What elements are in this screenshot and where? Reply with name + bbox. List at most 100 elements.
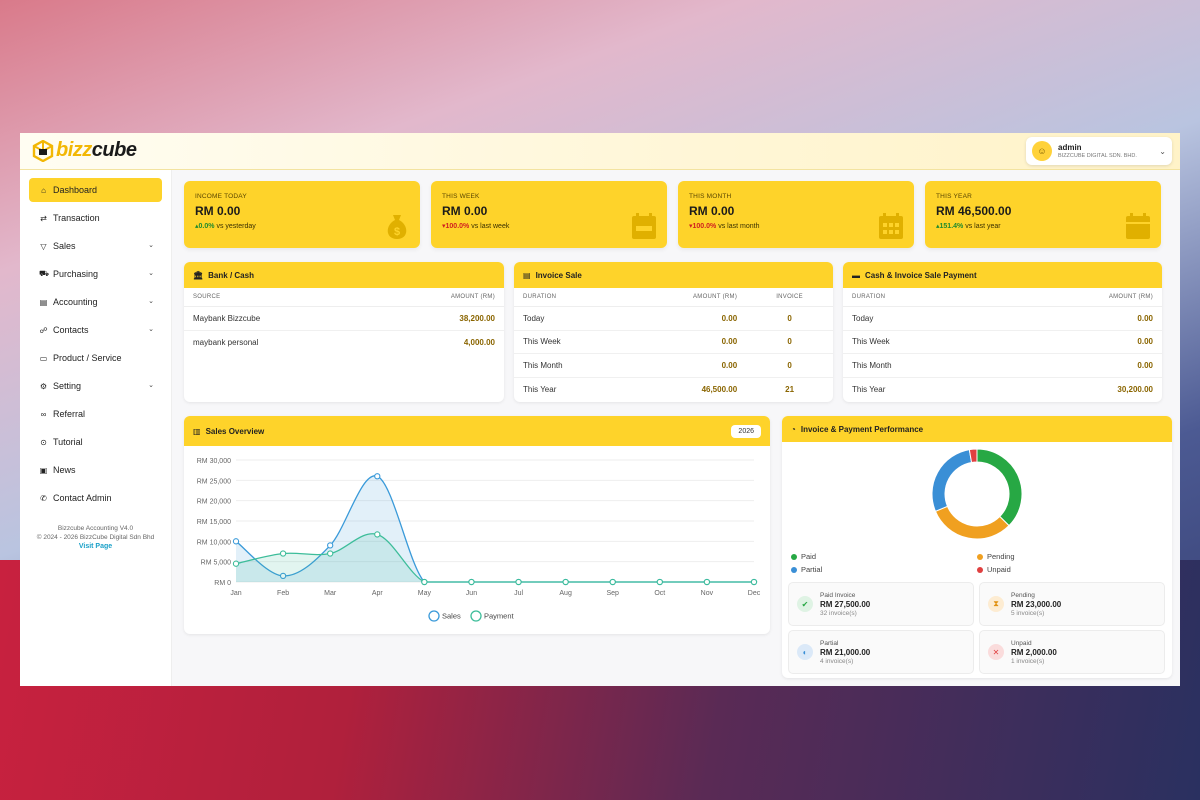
sidebar-item-referral[interactable]: ∞ Referral <box>29 402 162 426</box>
table-cell: Maybank Bizzcube <box>184 306 369 331</box>
users-icon: ☍ <box>39 325 48 335</box>
cart-icon: ⛟ <box>39 269 50 278</box>
legend-dot <box>977 566 983 573</box>
data-point <box>515 578 522 586</box>
stat-value: RM 46,500.00 <box>936 204 1012 218</box>
brand-text-part1: bizz <box>56 139 92 161</box>
legend-item-paid[interactable]: Paid <box>791 550 977 563</box>
x-tick-label: Jul <box>514 590 523 597</box>
gear-icon: ⚙ <box>39 381 48 391</box>
home-icon: ⌂ <box>41 185 46 195</box>
panel-header: ▤ Invoice Sale <box>514 262 833 288</box>
year-selector[interactable]: 2026 <box>731 424 761 438</box>
y-tick-label: RM 0 <box>214 580 231 587</box>
table-cell: 21 <box>785 384 795 394</box>
legend-label: Unpaid <box>987 565 1011 574</box>
brand-text-part2: cube <box>91 139 137 161</box>
stat-card-this-year: THIS YEAR RM 46,500.00 ▴151.4% vs last y… <box>925 181 1161 248</box>
table-cell: 30,200.00 <box>1117 384 1153 394</box>
donut-slice-paid <box>976 448 1023 527</box>
panel-title: Bank / Cash <box>208 270 254 280</box>
sidebar-item-sales[interactable]: ▽ Sales ⌄ <box>29 234 162 258</box>
column-header: AMOUNT (RM) <box>996 288 1162 307</box>
table-cell: 46,500.00 <box>701 384 738 394</box>
pending-invoice-card: ⧗ Pending RM 23,000.00 5 invoice(s) <box>979 582 1165 626</box>
svg-text:$: $ <box>394 226 400 238</box>
table-row: This Month 0.00 <box>843 353 1162 378</box>
legend-label: Pending <box>987 552 1015 561</box>
table-cell: This Week <box>843 330 997 354</box>
card-value: RM 21,000.00 <box>820 647 871 657</box>
legend-label: Sales <box>442 612 461 621</box>
x-tick-label: May <box>418 590 432 597</box>
table-cell: 0.00 <box>625 330 747 354</box>
arrow-up-icon: ▴ <box>195 223 199 230</box>
sidebar-item-tutorial[interactable]: ⊙ Tutorial <box>29 430 162 454</box>
sidebar-item-contacts[interactable]: ☍ Contacts ⌄ <box>29 318 162 342</box>
x-icon: ✕ <box>988 644 1004 660</box>
calculator-icon: ▤ <box>39 297 48 307</box>
series-area-sales <box>236 475 754 582</box>
visit-page-link[interactable]: Visit Page <box>78 543 113 550</box>
table-row: Today 0.00 <box>843 306 1162 331</box>
invoice-sale-table: DURATION AMOUNT (RM) INVOICE Today 0.00 … <box>514 288 833 401</box>
stat-label: THIS WEEK <box>442 193 480 200</box>
legend-item-partial[interactable]: Partial <box>791 563 977 576</box>
y-tick-label: RM 15,000 <box>197 519 231 526</box>
card-sub: 4 invoice(s) <box>820 657 854 665</box>
table-cell: 0.00 <box>625 353 747 378</box>
legend-item-unpaid[interactable]: Unpaid <box>977 563 1163 576</box>
data-point <box>374 531 381 538</box>
sidebar-item-setting[interactable]: ⚙ Setting ⌄ <box>29 374 162 398</box>
table-row: This Week 0.00 <box>843 330 1162 354</box>
x-tick-label: Dec <box>748 590 761 597</box>
data-point <box>656 578 663 586</box>
sidebar-item-news[interactable]: ▣ News <box>29 458 162 482</box>
x-tick-label: Feb <box>277 590 289 597</box>
card-value: RM 2,000.00 <box>1011 647 1057 657</box>
sidebar-footer: Bizzcube Accounting V4.0 © 2024 - 2026 B… <box>20 524 171 551</box>
table-cell: Today <box>843 306 997 331</box>
sidebar-item-label: Sales <box>53 241 76 251</box>
panel-header: 🏛 Bank / Cash <box>184 262 504 288</box>
sales-line-chart: RM 0 RM 5,000 RM 10,000 RM 15,000 RM 20,000 R… <box>197 458 761 622</box>
data-point <box>609 578 616 586</box>
brand-logo[interactable]: bizzcube <box>32 139 137 162</box>
user-name: admin <box>1058 143 1082 152</box>
column-header: AMOUNT (RM) <box>368 288 504 307</box>
y-tick-label: RM 20,000 <box>197 499 231 506</box>
table-cell: 0 <box>746 306 833 331</box>
data-point <box>374 473 381 480</box>
donut-slice-partial <box>931 449 973 512</box>
legend-label: Payment <box>484 612 515 621</box>
x-tick-label: Jun <box>466 590 477 597</box>
sidebar-item-label: News <box>53 465 76 475</box>
user-menu[interactable]: ☺ admin BIZZCUBE DIGITAL SDN. BHD. ⌄ <box>1026 137 1172 165</box>
stat-change: ▾100.0% vs last week <box>442 223 510 230</box>
filter-icon: ▽ <box>40 241 47 251</box>
y-tick-label: RM 30,000 <box>197 458 231 465</box>
data-point <box>279 572 287 580</box>
legend-item-pending[interactable]: Pending <box>977 550 1163 563</box>
data-point <box>468 578 475 586</box>
x-tick-label: Apr <box>372 590 384 597</box>
arrow-down-icon: ▾ <box>442 223 446 230</box>
sidebar: ⌂ Dashboard ⇄ Transaction ▽ Sales ⌄ ⛟ Pu… <box>20 170 172 686</box>
data-point <box>232 538 240 545</box>
sidebar-item-accounting[interactable]: ▤ Accounting ⌄ <box>29 290 162 314</box>
sidebar-item-product-service[interactable]: ▭ Product / Service <box>29 346 162 370</box>
stat-value: RM 0.00 <box>442 204 488 218</box>
sidebar-item-purchasing[interactable]: ⛟ Purchasing ⌄ <box>29 262 162 286</box>
x-tick-label: Sep <box>606 590 619 597</box>
user-org: BIZZCUBE DIGITAL SDN. BHD. <box>1058 153 1137 159</box>
legend-dot <box>977 553 983 560</box>
sidebar-item-dashboard[interactable]: ⌂ Dashboard <box>29 178 162 202</box>
chevron-down-icon: ⌄ <box>148 326 154 333</box>
sidebar-item-transaction[interactable]: ⇄ Transaction <box>29 206 162 230</box>
play-icon: ⊙ <box>40 437 47 447</box>
arrow-down-icon: ▾ <box>689 223 693 230</box>
table-row: This Year 46,500.00 21 <box>514 377 833 401</box>
card-sub: 5 invoice(s) <box>1011 609 1045 617</box>
sidebar-item-contact-admin[interactable]: ✆ Contact Admin <box>29 486 162 510</box>
stat-change: ▴0.0% vs yesterday <box>195 223 256 230</box>
